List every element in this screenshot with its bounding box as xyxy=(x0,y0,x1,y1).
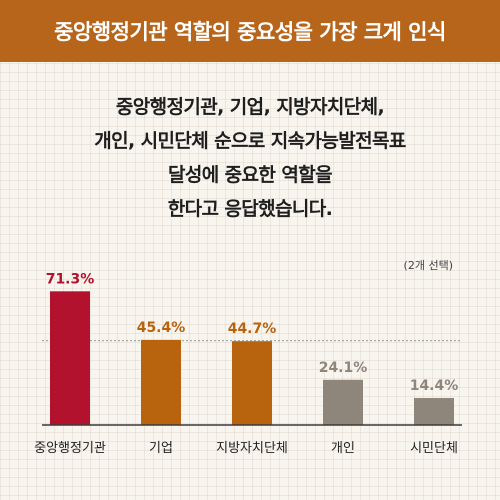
value-label-2: 44.7% xyxy=(228,321,277,337)
bar-0 xyxy=(50,291,90,425)
value-label-3: 24.1% xyxy=(319,360,368,376)
header-title: 중앙행정기관 역할의 중요성을 가장 크게 인식 xyxy=(54,20,446,44)
selection-note: (2개 선택) xyxy=(403,259,453,272)
headline-text: 중앙행정기관, 기업, 지방자치단체, 개인, 시민단체 순으로 지속가능발전목… xyxy=(0,90,500,226)
category-label-3: 개인 xyxy=(331,441,355,456)
category-label-0: 중앙행정기관 xyxy=(34,440,106,456)
headline-line-3: 달성에 중요한 역할을 xyxy=(168,164,333,186)
value-label-4: 14.4% xyxy=(410,378,459,394)
header-banner: 중앙행정기관 역할의 중요성을 가장 크게 인식 xyxy=(0,0,500,62)
bar-2 xyxy=(232,341,272,425)
value-label-0: 71.3% xyxy=(46,271,95,287)
value-label-1: 45.4% xyxy=(137,320,186,336)
category-label-1: 기업 xyxy=(149,441,173,456)
headline-line-2: 개인, 시민단체 순으로 지속가능발전목표 xyxy=(94,130,406,152)
bar-4 xyxy=(414,398,454,425)
category-label-4: 시민단체 xyxy=(410,441,458,456)
headline-line-1: 중앙행정기관, 기업, 지방자치단체, xyxy=(115,96,385,118)
bar-3 xyxy=(323,379,363,425)
category-label-2: 지방자치단체 xyxy=(216,441,288,456)
bar-1 xyxy=(141,339,181,425)
headline-line-4: 한다고 응답했습니다. xyxy=(167,198,333,220)
